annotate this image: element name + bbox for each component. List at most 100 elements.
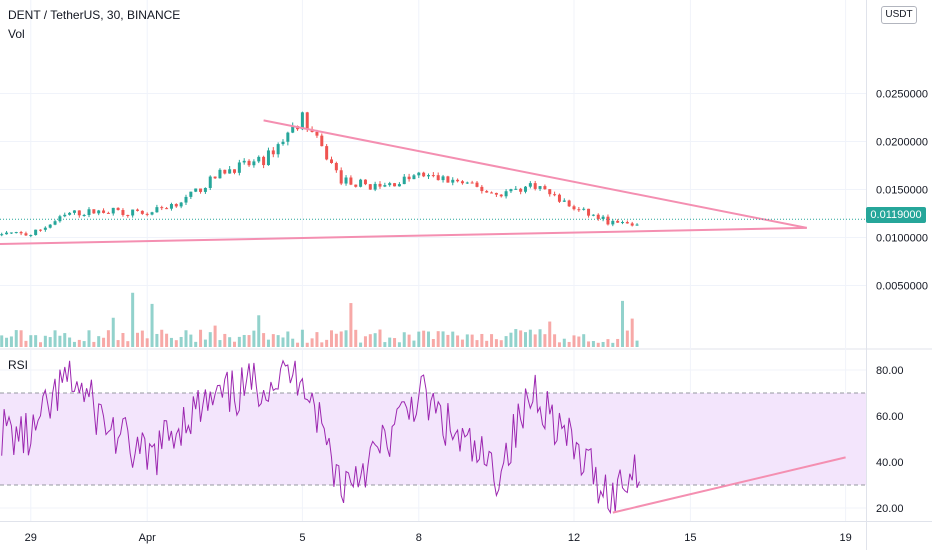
volume-bar [577, 336, 581, 347]
volume-bar [300, 329, 304, 347]
volume-bar [281, 337, 285, 347]
volume-bar [460, 339, 464, 347]
candle-body [441, 176, 445, 181]
candle-body [363, 179, 367, 185]
candle-body [131, 209, 135, 216]
volume-bar [5, 337, 9, 347]
volume-bar [611, 342, 615, 347]
volume-bar [140, 330, 144, 347]
volume-bar [441, 331, 445, 347]
drawings[interactable] [0, 119, 866, 514]
volume-bar [34, 335, 38, 347]
candle-body [262, 156, 266, 166]
x-tick-label: Apr [139, 532, 156, 544]
volume-bar [53, 330, 57, 347]
candle-body [572, 206, 576, 210]
candles[interactable] [0, 111, 639, 238]
candle-body [320, 135, 324, 147]
candle-body [121, 210, 125, 215]
symbol-title[interactable]: DENT / TetherUS, 30, BINANCE [8, 8, 181, 22]
candle-body [194, 188, 198, 192]
candle-body [378, 183, 382, 187]
volume-bar [257, 315, 261, 347]
candle-body [257, 156, 261, 162]
volume-bar [179, 336, 183, 347]
candle-body [92, 209, 96, 214]
volume-bar [519, 330, 523, 347]
rsi-line [1, 359, 640, 515]
volume-bar [509, 332, 513, 347]
candle-body [174, 204, 178, 207]
volume-bar [199, 329, 203, 347]
volume-bar [572, 335, 576, 347]
candle-body [393, 183, 397, 187]
candle-body [514, 188, 518, 190]
candle-body [155, 207, 159, 213]
volume-bar [363, 336, 367, 347]
volume-bar [427, 331, 430, 347]
volume-bars [0, 292, 639, 347]
candle-body [528, 183, 532, 187]
x-tick-label: 5 [299, 532, 305, 544]
volume-bar [514, 329, 518, 347]
currency-button[interactable]: USDT [881, 6, 917, 24]
candle-body [5, 232, 9, 235]
volume-bar [266, 339, 270, 347]
candle-body [451, 179, 455, 183]
candle-body [58, 216, 62, 222]
candle-body [606, 216, 610, 225]
candle-body [587, 208, 591, 216]
x-tick-label: 15 [684, 532, 696, 544]
candle-body [616, 220, 620, 223]
candle-body [266, 150, 270, 166]
candle-body [567, 200, 571, 207]
candle-body [68, 212, 72, 215]
candle-body [271, 150, 275, 155]
volume-bar [58, 335, 62, 347]
volume-bar [184, 330, 188, 347]
candle-body [388, 183, 392, 186]
volume-bar [562, 338, 566, 347]
candle-body [354, 184, 358, 187]
volume-bar [344, 330, 348, 347]
volume-bar [470, 334, 474, 347]
candle-body [397, 184, 401, 187]
candle-body [140, 210, 144, 214]
volume-bar [456, 335, 460, 347]
volume-bar [126, 341, 130, 347]
volume-bar [587, 341, 591, 347]
volume-bar [354, 329, 358, 347]
volume-bar [388, 337, 392, 347]
volume-bar [475, 340, 479, 347]
volume-bar [63, 333, 67, 347]
candle-body [126, 214, 130, 216]
volume-bar [625, 330, 629, 347]
volume-bar [310, 338, 314, 347]
rsi-trendline [612, 456, 846, 514]
volume-bar [48, 337, 52, 347]
volume-bar [330, 330, 333, 347]
candle-body [422, 172, 426, 177]
candle-body [218, 169, 222, 179]
volume-bar [635, 340, 639, 347]
candle-body [189, 191, 193, 197]
rsi-tick-label: 60.00 [876, 411, 904, 423]
candle-body [252, 161, 256, 166]
volume-bar [582, 334, 586, 347]
rsi-band [0, 392, 866, 486]
volume-bar [431, 339, 435, 347]
volume-bar [97, 336, 101, 347]
candle-body [601, 216, 605, 220]
candle-body [247, 160, 251, 166]
candle-body [325, 146, 329, 160]
candle-body [29, 235, 33, 237]
candle-body [460, 181, 464, 184]
candle-body [339, 170, 343, 184]
candle-body [577, 209, 581, 211]
volume-bar [136, 332, 139, 347]
candle-body [557, 194, 561, 202]
candle-body [625, 222, 629, 224]
volume-bar [131, 292, 135, 347]
volume-bar [499, 340, 503, 347]
